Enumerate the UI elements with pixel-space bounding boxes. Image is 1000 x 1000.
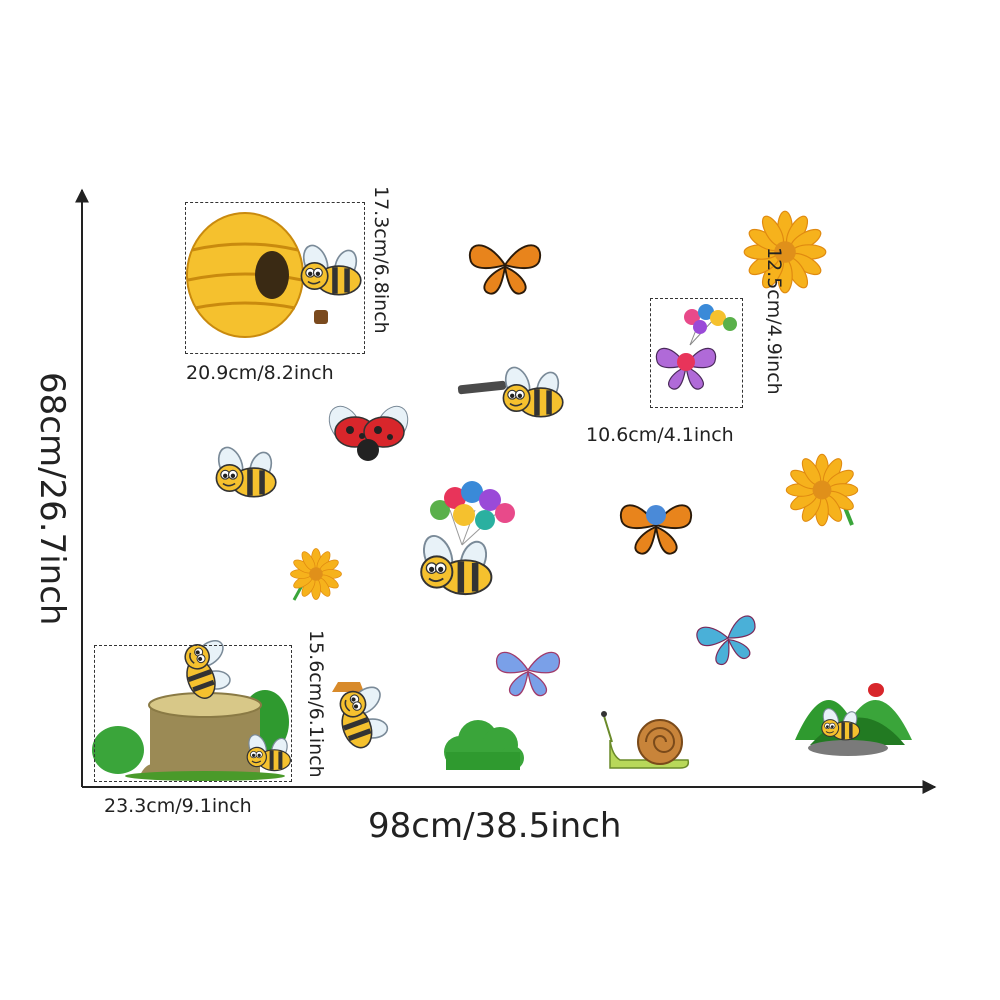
balloon-bee: [417, 481, 515, 596]
flying-bee-left: [213, 443, 277, 498]
flower-height-label: 12.5cm/4.9inch: [763, 247, 785, 395]
flower-right: [785, 453, 859, 527]
flower-top-right: [743, 210, 827, 294]
telescope-bee: [457, 363, 564, 418]
beehive-sticker: [186, 212, 362, 338]
flower-left: [290, 548, 342, 601]
butterfly-dashed-box: [650, 298, 743, 408]
green-bush: [444, 720, 524, 770]
stump-width-label: 23.3cm/9.1inch: [104, 795, 252, 817]
total-width-label: 98cm/38.5inch: [368, 806, 622, 846]
ladybug: [328, 405, 409, 461]
balloon-butterfly-sticker: [655, 304, 737, 390]
hive-dashed-box: [185, 202, 365, 354]
hive-height-label: 17.3cm/6.8inch: [370, 186, 392, 334]
stump-height-label: 15.6cm/6.1inch: [305, 630, 327, 778]
stump-dashed-box: [94, 645, 292, 782]
butterfly-width-label: 10.6cm/4.1inch: [586, 424, 734, 446]
cowboy-bee: [330, 678, 400, 753]
colorful-butterfly-bottom: [495, 651, 561, 697]
blue-butterfly-right: [694, 613, 764, 670]
snail: [601, 711, 690, 769]
tree-stump-sticker: [92, 632, 291, 781]
monarch-butterfly-top: [468, 244, 542, 295]
hive-width-label: 20.9cm/8.2inch: [186, 362, 334, 384]
total-height-label: 68cm/26.7inch: [32, 372, 72, 626]
grass-clump-with-ladybug: [795, 683, 912, 756]
